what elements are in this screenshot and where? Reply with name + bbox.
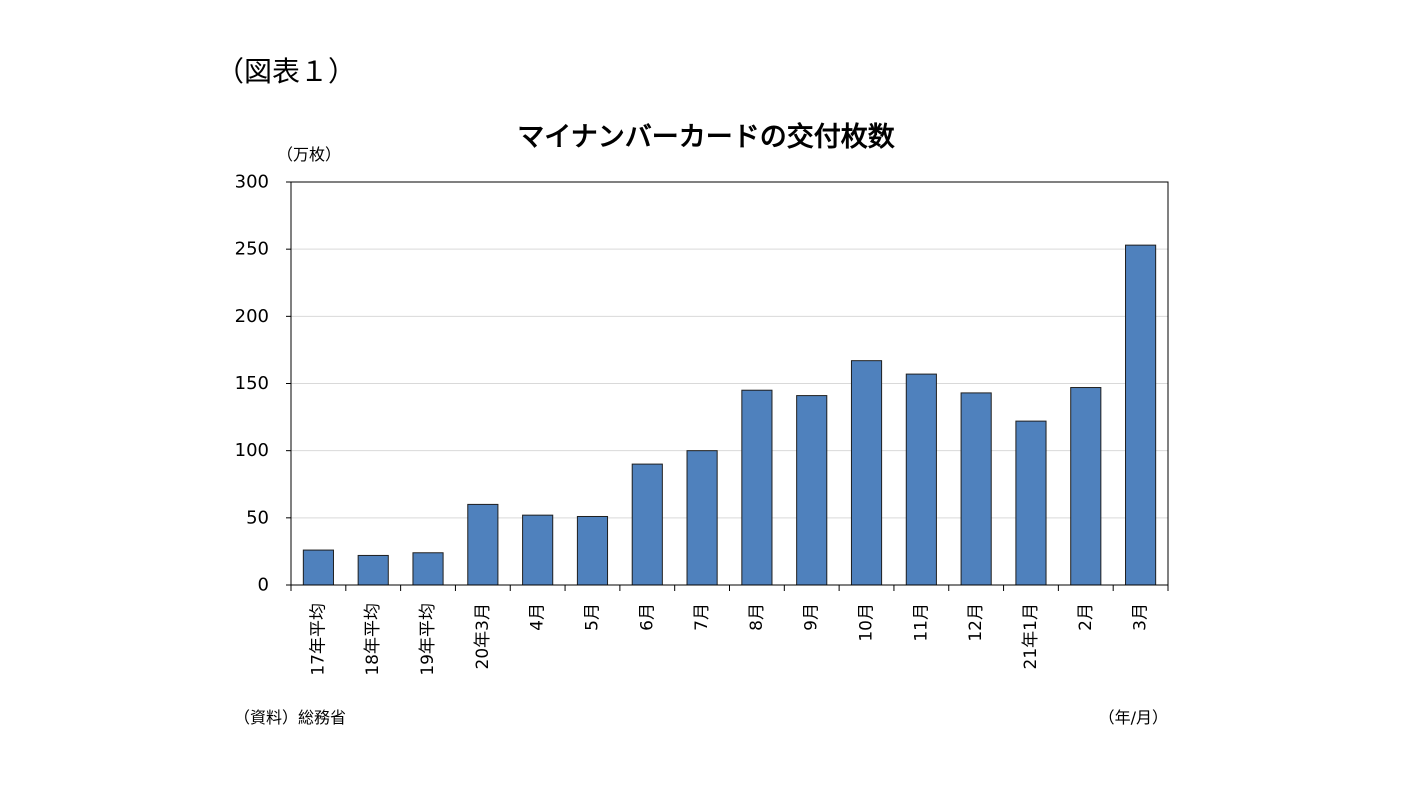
bar bbox=[412, 552, 444, 586]
x-tick-label: 11月 bbox=[911, 603, 931, 642]
x-tick-label: 21年1月 bbox=[1021, 603, 1041, 669]
source-note: （資料）総務省 bbox=[234, 708, 347, 727]
bar bbox=[522, 514, 554, 586]
bar bbox=[905, 373, 937, 586]
bar bbox=[960, 392, 992, 586]
x-tick-label: 19年平均 bbox=[418, 603, 438, 676]
y-tick-label: 100 bbox=[235, 440, 269, 461]
y-tick-label: 300 bbox=[235, 172, 269, 193]
x-axis-unit-label: （年/月） bbox=[1098, 708, 1168, 727]
x-tick-label: 8月 bbox=[747, 603, 767, 631]
x-tick-label: 2月 bbox=[1076, 603, 1096, 631]
y-tick-label: 50 bbox=[246, 507, 269, 528]
y-tick-label: 250 bbox=[235, 239, 269, 260]
y-axis-ticks: 0 50 100 150 200 250 300 bbox=[235, 172, 291, 596]
x-tick-label: 18年平均 bbox=[363, 603, 383, 676]
bar bbox=[686, 450, 718, 586]
x-tick-label: 7月 bbox=[692, 603, 712, 631]
bar bbox=[631, 463, 663, 586]
x-axis-ticks: 17年平均 18年平均 19年平均 20年3月 4月 5月 6月 7月 8月 9月 10月 11月 12… bbox=[290, 585, 1169, 676]
bar bbox=[467, 503, 499, 586]
chart-title: マイナンバーカードの交付枚数 bbox=[517, 122, 895, 153]
y-tick-label: 150 bbox=[235, 373, 269, 394]
bar bbox=[302, 549, 334, 586]
bars bbox=[302, 244, 1157, 586]
x-tick-label: 6月 bbox=[637, 603, 657, 631]
x-tick-label: 4月 bbox=[528, 603, 548, 631]
x-tick-label: 10月 bbox=[857, 603, 877, 642]
x-tick-label: 20年3月 bbox=[473, 603, 493, 669]
bar bbox=[1070, 387, 1102, 586]
bar bbox=[796, 395, 828, 586]
x-tick-label: 17年平均 bbox=[308, 603, 328, 676]
y-tick-label: 200 bbox=[235, 306, 269, 327]
bar bbox=[1015, 420, 1047, 586]
bar bbox=[741, 389, 773, 586]
figure-label: （図表１） bbox=[216, 55, 357, 88]
x-tick-label: 9月 bbox=[802, 603, 822, 631]
bar bbox=[1125, 244, 1157, 586]
y-tick-label: 0 bbox=[258, 575, 269, 596]
y-axis-unit-label: （万枚） bbox=[277, 145, 342, 164]
bar bbox=[850, 360, 883, 586]
x-tick-label: 3月 bbox=[1131, 603, 1151, 631]
bar bbox=[357, 554, 389, 586]
x-tick-label: 5月 bbox=[582, 603, 602, 631]
x-tick-label: 12月 bbox=[966, 603, 986, 642]
bar bbox=[576, 515, 609, 586]
